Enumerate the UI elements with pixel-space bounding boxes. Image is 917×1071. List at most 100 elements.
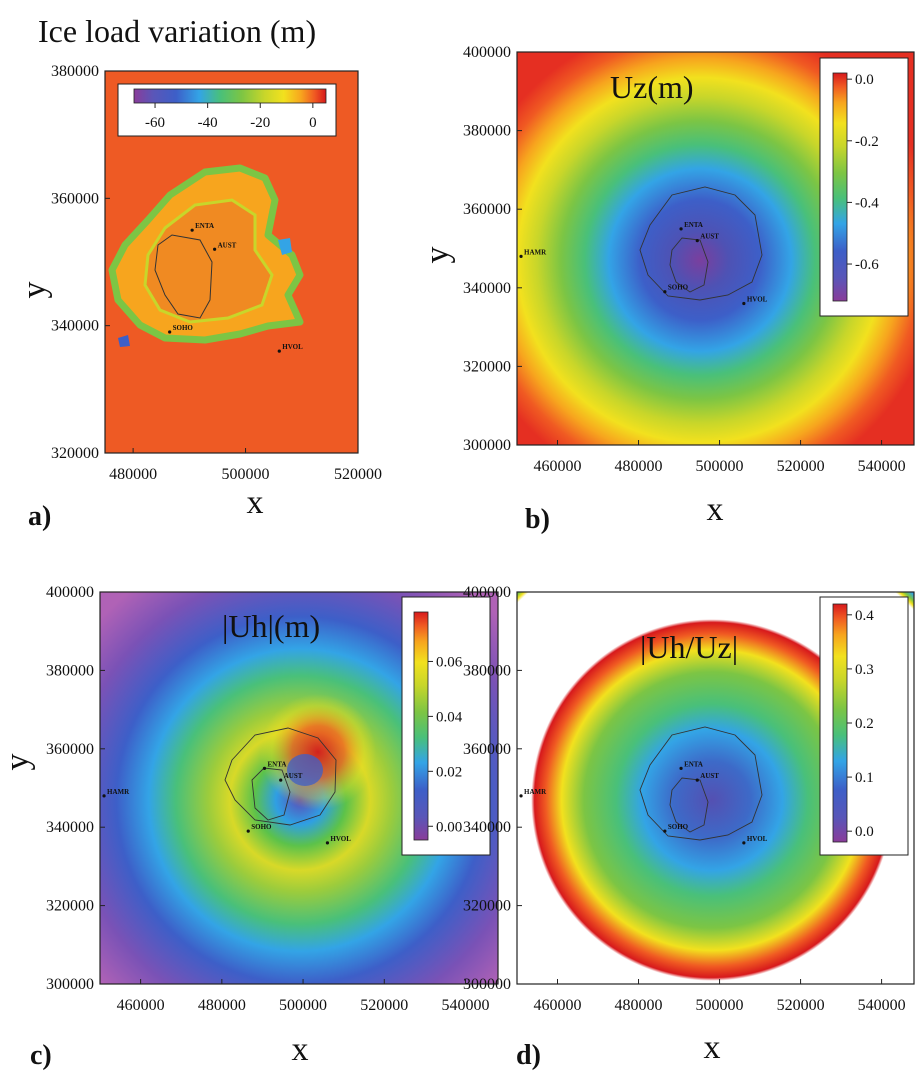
station-label: SOHO xyxy=(251,823,272,831)
x-tick-label: 480000 xyxy=(198,997,246,1014)
x-tick-label: 520000 xyxy=(360,997,408,1014)
ice-cap-inner xyxy=(143,198,274,324)
x-tick-label: 460000 xyxy=(534,997,582,1014)
station-marker xyxy=(663,829,667,833)
station-marker xyxy=(679,766,683,771)
station-label: ENTA xyxy=(195,222,214,230)
station-marker xyxy=(695,239,699,243)
y-tick-label: 380000 xyxy=(463,662,511,679)
colorbar-c-strip xyxy=(413,611,429,841)
station-label: ENTA xyxy=(684,221,703,229)
y-tick-label: 400000 xyxy=(46,584,94,601)
panel-b-ylabel: y xyxy=(419,247,456,264)
station-label: SOHO xyxy=(668,284,689,292)
station-label: HVOL xyxy=(747,835,768,843)
y-tick-label: 320000 xyxy=(463,358,511,375)
x-tick-label: 540000 xyxy=(858,997,906,1014)
colorbar-tick-label: -0.2 xyxy=(855,134,879,150)
station-label: HVOL xyxy=(747,296,768,304)
panel-a: Ice load variation (m) -60 -40 -20 0 480000… xyxy=(16,13,382,532)
panel-c-outline xyxy=(224,727,337,826)
x-tick-label: 540000 xyxy=(442,997,490,1014)
colorbar-b-strip xyxy=(832,72,848,302)
station-label: ENTA xyxy=(267,760,286,768)
station-marker xyxy=(168,330,172,334)
y-tick-label: 400000 xyxy=(463,44,511,61)
y-tick-label: 300000 xyxy=(463,437,511,454)
colorbar-d-strip xyxy=(832,603,848,843)
panel-d-outline xyxy=(639,726,763,841)
panel-a-label: a) xyxy=(28,501,51,532)
panel-d-colorbar: 0.4 0.3 0.2 0.1 0.0 xyxy=(819,596,909,856)
blue-patch-sw xyxy=(118,335,130,347)
colorbar-tick-label: 0.1 xyxy=(855,770,874,786)
panel-a-frame xyxy=(104,70,359,454)
panel-d-label: d) xyxy=(516,1040,541,1071)
panel-b-label: b) xyxy=(525,504,550,535)
x-tick-label: 460000 xyxy=(534,458,582,475)
colorbar-tick-label: 0 xyxy=(309,115,317,131)
panel-a-colorbar: -60 -40 -20 0 xyxy=(117,83,337,137)
panel-d-frame xyxy=(516,591,915,985)
colorbar-tick-label: 0.02 xyxy=(436,764,462,780)
station-label: AUST xyxy=(700,772,719,780)
y-tick-label: 320000 xyxy=(46,898,94,915)
colorbar-tick-label: 0.0 xyxy=(855,72,874,88)
colorbar-tick-label: 0.06 xyxy=(436,654,463,670)
x-tick-label: 500000 xyxy=(696,458,744,475)
station-marker xyxy=(679,227,683,231)
colorbar-a-strip xyxy=(133,88,327,104)
x-tick-label: 500000 xyxy=(696,997,744,1014)
colorbar-tick-label: 0.3 xyxy=(855,662,874,678)
panel-b-xlabel: x xyxy=(707,491,724,528)
y-tick-label: 360000 xyxy=(51,190,99,207)
colorbar-tick-label: -0.4 xyxy=(855,195,879,211)
colorbar-tick-label: 0.2 xyxy=(855,716,874,732)
station-label: HAMR xyxy=(107,788,130,796)
y-tick-label: 380000 xyxy=(46,662,94,679)
station-marker xyxy=(325,841,330,845)
x-tick-label: 520000 xyxy=(334,466,382,483)
y-tick-label: 360000 xyxy=(46,741,94,758)
colorbar-tick-label: -20 xyxy=(250,115,270,131)
panel-d-xlabel: x xyxy=(704,1029,721,1066)
x-tick-label: 500000 xyxy=(222,466,270,483)
y-tick-label: 380000 xyxy=(51,63,99,80)
panel-b-frame xyxy=(516,51,915,446)
y-tick-label: 340000 xyxy=(51,318,99,335)
y-tick-label: 340000 xyxy=(463,280,511,297)
station-marker xyxy=(519,254,523,258)
y-tick-label: 380000 xyxy=(463,123,511,140)
panel-c-frame xyxy=(99,591,499,985)
x-tick-label: 540000 xyxy=(858,458,906,475)
colorbar-tick-label: 0.04 xyxy=(436,709,463,725)
station-label: AUST xyxy=(218,241,237,249)
y-tick-label: 340000 xyxy=(463,819,511,836)
panel-d-caldera xyxy=(669,777,709,833)
x-tick-label: 520000 xyxy=(777,458,825,475)
caldera-outline xyxy=(154,234,213,319)
x-tick-label: 460000 xyxy=(117,997,165,1014)
station-label: AUST xyxy=(700,233,719,241)
colorbar-tick-label: -0.6 xyxy=(855,257,879,273)
station-label: SOHO xyxy=(668,823,689,831)
colorbar-tick-label: 0.4 xyxy=(855,608,874,624)
station-marker xyxy=(277,349,281,353)
x-tick-label: 520000 xyxy=(777,997,825,1014)
x-tick-label: 480000 xyxy=(615,458,663,475)
panel-b-outline xyxy=(639,186,763,301)
station-label: HVOL xyxy=(330,835,351,843)
colorbar-tick-label: -40 xyxy=(198,115,218,131)
station-marker xyxy=(213,247,217,251)
colorbar-tick-label: 0.0 xyxy=(855,824,874,840)
x-tick-label: 480000 xyxy=(109,466,157,483)
panel-a-xlabel: x xyxy=(247,484,264,521)
station-label: HAMR xyxy=(524,788,547,796)
y-tick-label: 300000 xyxy=(463,976,511,993)
y-tick-label: 360000 xyxy=(463,201,511,218)
station-label: HVOL xyxy=(282,343,303,351)
x-tick-label: 480000 xyxy=(615,997,663,1014)
station-label: ENTA xyxy=(684,760,703,768)
y-tick-label: 360000 xyxy=(463,741,511,758)
